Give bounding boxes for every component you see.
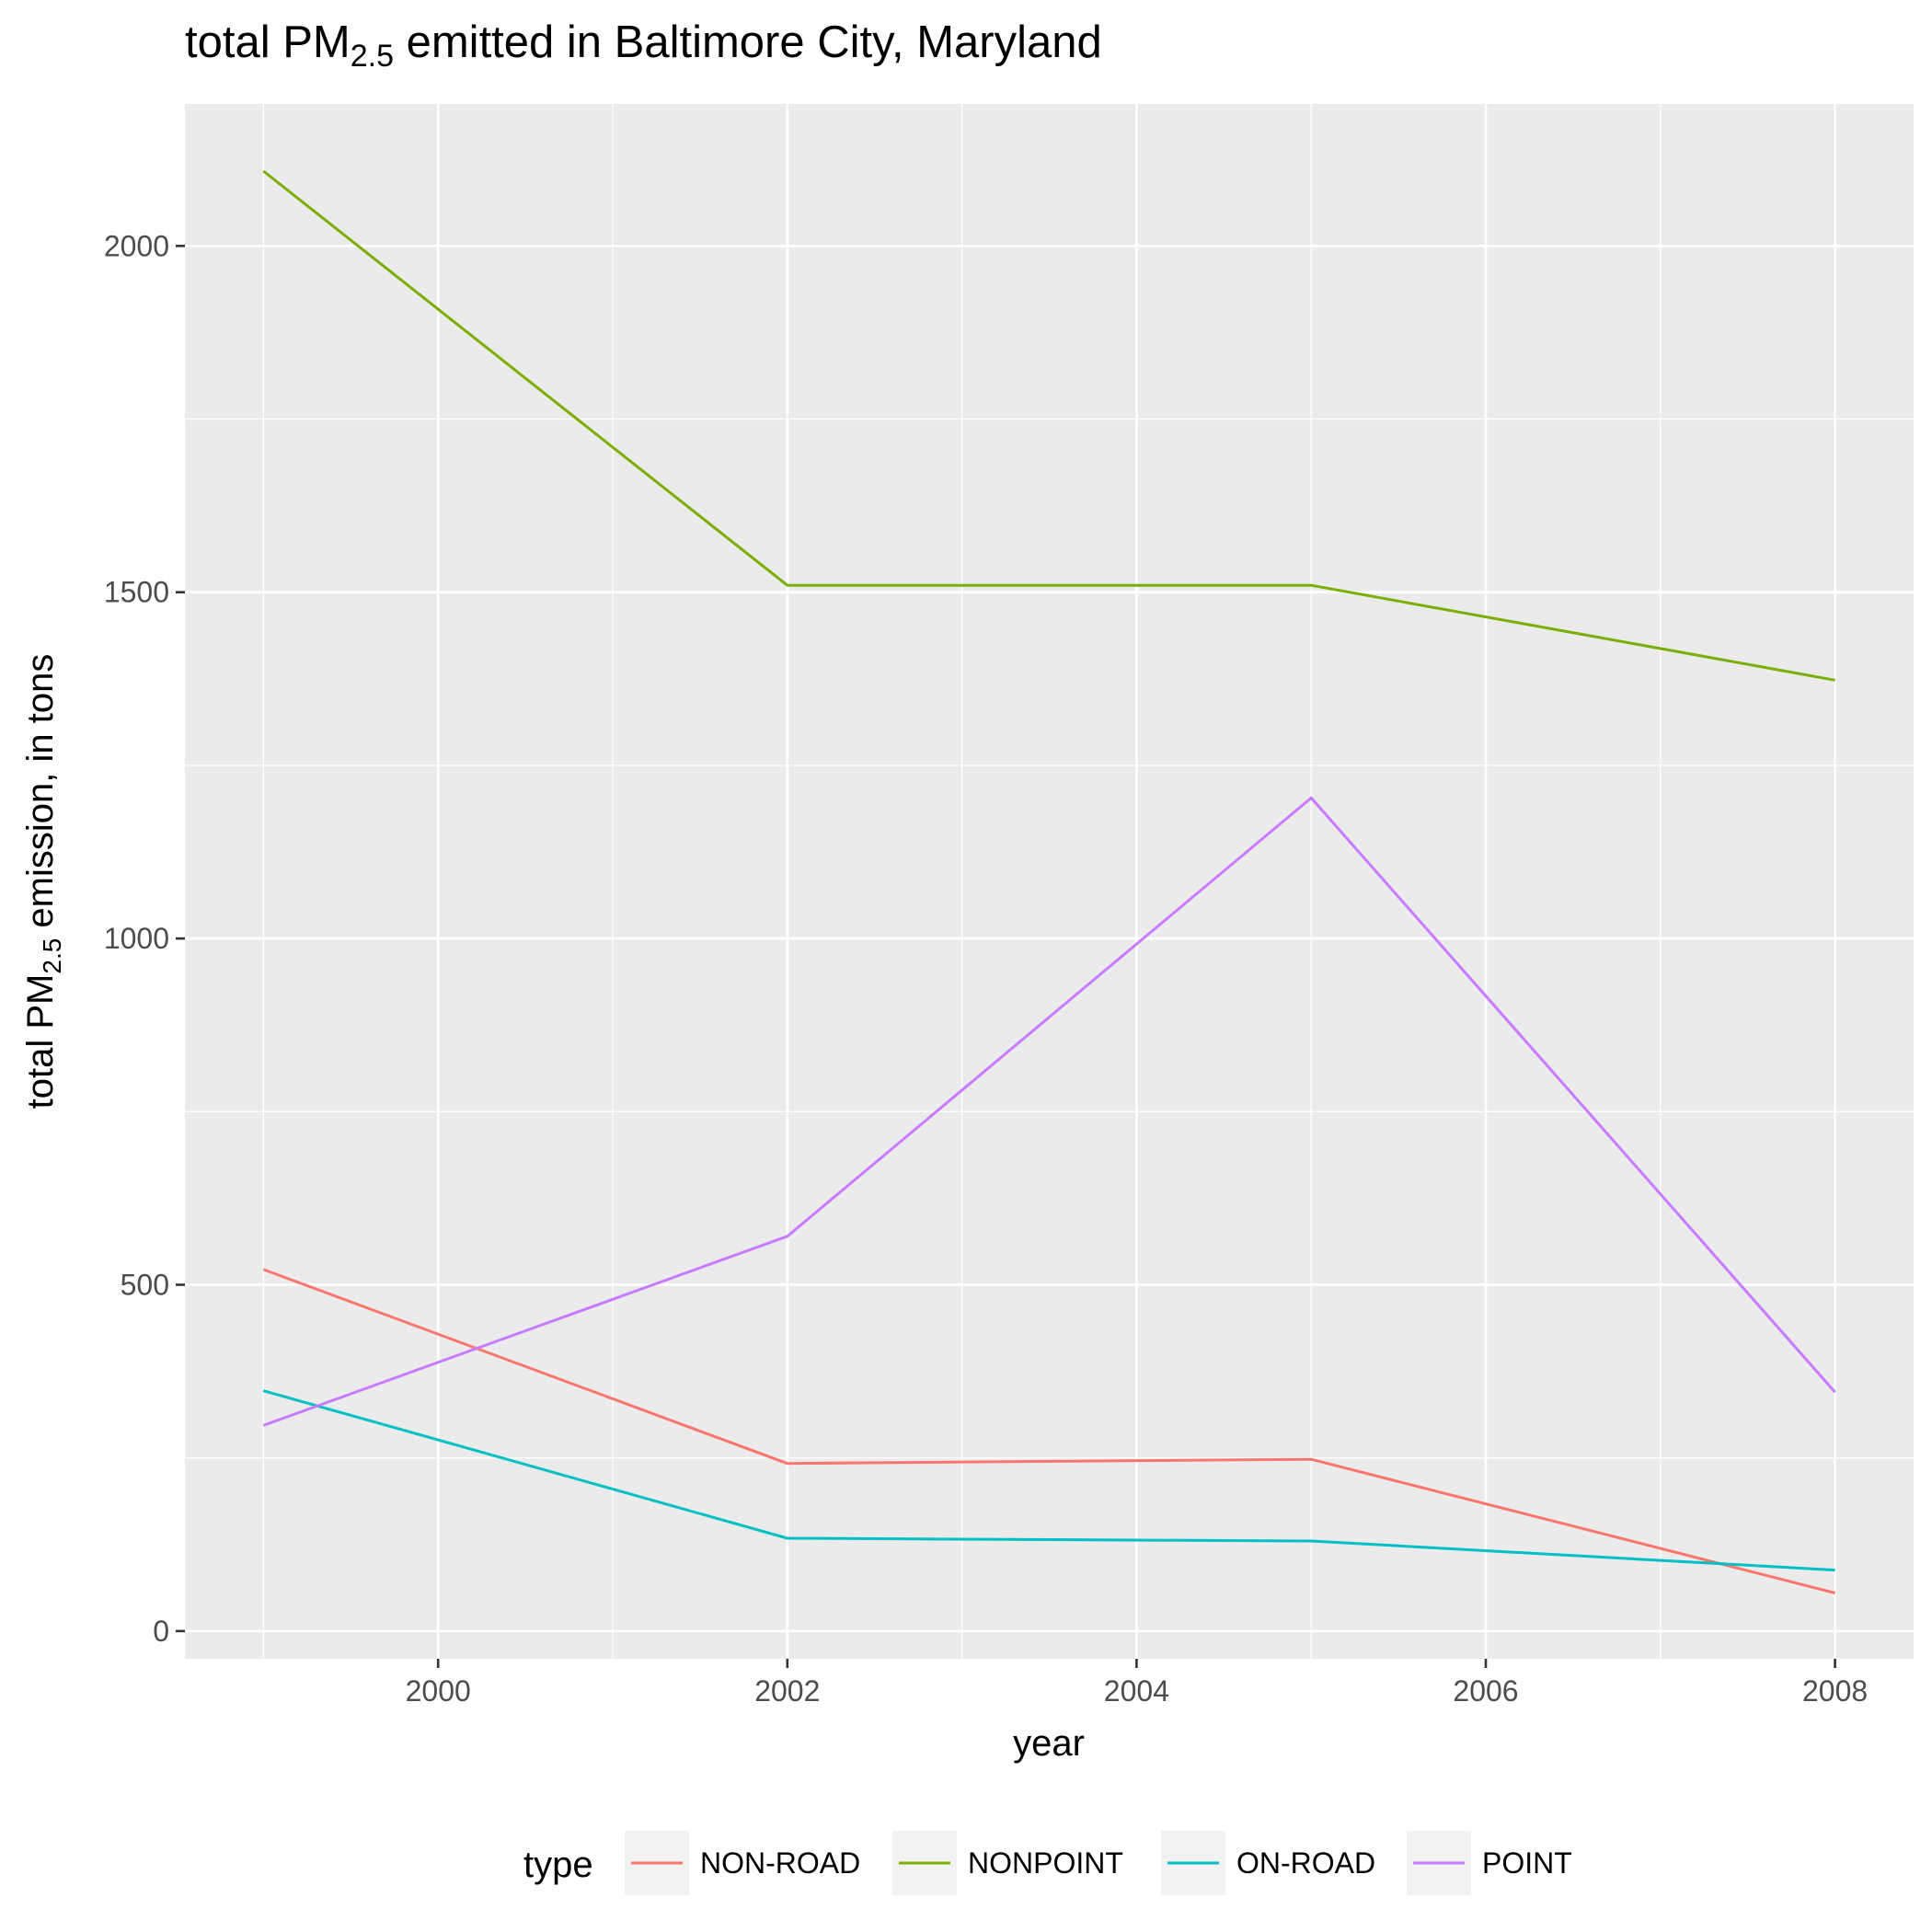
x-axis-title: year xyxy=(1013,1723,1085,1764)
y-tick-label: 1500 xyxy=(104,576,169,609)
x-tick-label: 2004 xyxy=(1104,1674,1169,1708)
series-line-non-road xyxy=(262,1268,1835,1594)
legend-label-nonpoint: NONPOINT xyxy=(968,1846,1123,1880)
y-tick-label: 1000 xyxy=(104,922,169,955)
y-axis-title-subscript: 2.5 xyxy=(38,938,66,974)
legend-label-non-road: NON-ROAD xyxy=(700,1846,860,1880)
legend-title: type xyxy=(523,1845,593,1885)
major-gridlines xyxy=(185,104,1914,1659)
y-axis-title: total PM2.5 emission, in tons xyxy=(20,654,66,1110)
x-tick-label: 2008 xyxy=(1802,1674,1868,1708)
legend-label-point: POINT xyxy=(1482,1846,1572,1880)
x-tick-label: 2006 xyxy=(1453,1674,1518,1708)
y-axis-title-prefix: total PM xyxy=(20,974,61,1110)
chart-title: total PM2.5 emitted in Baltimore City, M… xyxy=(185,17,1102,74)
plot-panel xyxy=(185,104,1914,1659)
series-line-point xyxy=(262,796,1836,1427)
series-line-on-road xyxy=(262,1389,1835,1572)
legend: type NON-ROAD NONPOINT ON-ROAD POINT xyxy=(523,1831,1572,1895)
x-tick-label: 2000 xyxy=(406,1674,471,1708)
legend-items: NON-ROAD NONPOINT ON-ROAD POINT xyxy=(625,1831,1572,1895)
legend-label-on-road: ON-ROAD xyxy=(1236,1846,1375,1880)
y-axis-title-suffix: emission, in tons xyxy=(20,654,61,938)
y-tick-label: 2000 xyxy=(104,229,169,262)
y-tick-label: 500 xyxy=(121,1268,169,1301)
y-tick-label: 0 xyxy=(153,1615,169,1648)
chart-title-suffix: emitted in Baltimore City, Maryland xyxy=(394,17,1102,67)
series-lines xyxy=(262,169,1836,1594)
x-axis: 2000 2002 2004 2006 2008 xyxy=(406,1659,1868,1708)
x-tick-label: 2002 xyxy=(754,1674,820,1708)
series-line-nonpoint xyxy=(262,169,1835,682)
minor-gridlines xyxy=(185,104,1914,1659)
y-axis: 0 500 1000 1500 2000 xyxy=(104,229,185,1648)
chart-title-prefix: total PM xyxy=(185,17,351,67)
chart-title-subscript: 2.5 xyxy=(351,39,394,74)
